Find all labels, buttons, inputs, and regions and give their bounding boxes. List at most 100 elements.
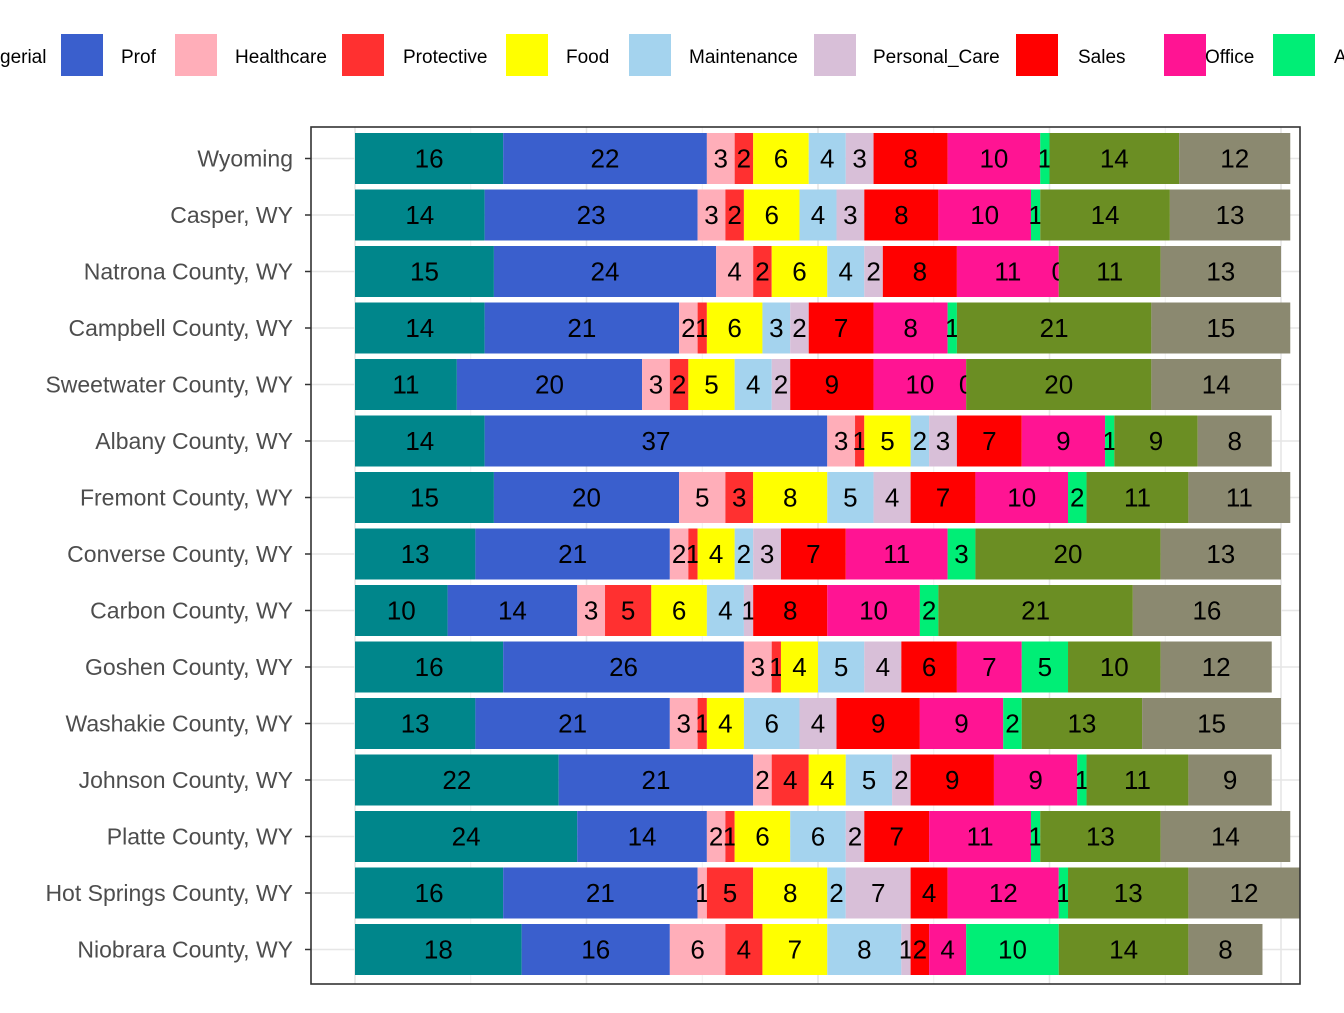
bar-value-label: 5	[704, 370, 718, 400]
bar-value-label: 5	[834, 652, 848, 682]
bar-value-label: 4	[727, 257, 741, 287]
bar-segment	[1179, 133, 1291, 184]
bar-segment	[873, 133, 948, 184]
bar-value-label: 9	[1149, 426, 1163, 456]
bar-segment	[966, 359, 1152, 410]
bar-segment	[1068, 641, 1161, 693]
bar-segment	[355, 585, 448, 636]
bar-value-label: 4	[792, 652, 806, 682]
bar-value-label: 1	[852, 426, 866, 456]
bar-value-label: 2	[672, 539, 686, 569]
bar-row-converse-county-wy: 13 21 2 1 4 2 3 7 11 3 20 13	[355, 528, 1281, 580]
bar-segment	[827, 246, 865, 297]
bar-value-label: 13	[1086, 822, 1115, 852]
bar-value-label: 1	[741, 596, 755, 626]
legend-swatch-healthcare	[175, 34, 217, 76]
bar-segment	[910, 415, 930, 467]
bar-segment	[1068, 867, 1189, 919]
bar-value-label: 4	[922, 878, 936, 908]
bar-value-label: 1	[945, 313, 959, 343]
bar-value-label: 21	[1021, 596, 1050, 626]
bar-value-label: 2	[774, 370, 788, 400]
bar-value-label: 3	[954, 539, 968, 569]
bar-value-label: 16	[581, 935, 610, 965]
bar-segment	[697, 302, 707, 354]
bar-value-label: 11	[1096, 257, 1123, 287]
bar-value-label: 14	[1109, 935, 1138, 965]
legend-swatch-a	[1273, 34, 1315, 76]
bar-value-label: 13	[401, 539, 430, 569]
bar-value-label: 7	[788, 935, 802, 965]
bar-value-label: 21	[558, 709, 587, 739]
bar-value-label: 4	[746, 370, 760, 400]
bar-value-label: 14	[405, 313, 434, 343]
bar-segment	[1030, 811, 1041, 862]
bar-value-label: 15	[410, 257, 439, 287]
bar-value-label: 1	[1075, 765, 1089, 795]
bar-segment	[743, 585, 754, 636]
bar-value-label: 6	[774, 144, 788, 174]
bar-segment	[910, 867, 948, 919]
bar-value-label: 1	[1102, 426, 1116, 456]
bar-segment	[753, 867, 828, 919]
bar-value-label: 10	[979, 144, 1008, 174]
bar-value-label: 9	[1056, 426, 1070, 456]
bar-segment	[1197, 415, 1272, 467]
bar-value-label: 12	[989, 878, 1018, 908]
bar-value-label: 9	[825, 370, 839, 400]
bar-segment	[1086, 472, 1189, 523]
bar-value-label: 10	[970, 200, 999, 230]
bar-segment	[771, 246, 828, 297]
bar-value-label: 8	[894, 200, 908, 230]
bar-segment	[864, 641, 902, 693]
bar-row-albany-county-wy: 14 37 3 1 5 2 3 7 9 1 9 8	[355, 415, 1272, 467]
bar-value-label: 11	[883, 539, 910, 569]
bar-value-label: 21	[586, 878, 615, 908]
bar-segment	[669, 528, 689, 580]
bar-value-label: 6	[764, 709, 778, 739]
bar-value-label: 8	[1218, 935, 1232, 965]
legend-label-healthcare: Healthcare	[235, 47, 327, 68]
bar-segment	[1169, 189, 1291, 241]
bar-segment	[1068, 472, 1087, 523]
bar-value-label: 8	[783, 596, 797, 626]
bar-segment	[697, 698, 707, 749]
bar-value-label: 10	[998, 935, 1027, 965]
bar-segment	[679, 472, 726, 523]
bar-segment	[771, 641, 781, 693]
bar-row-washakie-county-wy: 13 21 3 1 4 6 4 9 9 2 13 15	[355, 698, 1281, 749]
legend-label-food: Food	[566, 47, 609, 68]
bar-value-label: 5	[723, 878, 737, 908]
bar-segment	[827, 415, 856, 467]
legend-label-protective: Protective	[403, 47, 487, 68]
bar-value-label: 18	[424, 935, 453, 965]
bar-value-label: 6	[755, 822, 769, 852]
bar-value-label: 11	[1226, 483, 1253, 513]
bar-segment	[1188, 924, 1263, 975]
bar-segment	[725, 811, 735, 862]
bar-segment	[355, 133, 504, 184]
bar-segment	[1058, 246, 1161, 297]
y-axis-tick-label: Washakie County, WY	[65, 711, 293, 737]
bar-segment	[818, 641, 865, 693]
bar-value-label: 3	[714, 144, 728, 174]
bar-row-sweetwater-county-wy: 11203254291002014	[355, 359, 1281, 410]
bar-value-label: 22	[442, 765, 471, 795]
bar-value-label: 13	[1067, 709, 1096, 739]
bar-value-label: 1	[1028, 200, 1042, 230]
bar-value-label: 5	[621, 596, 635, 626]
bar-segment	[734, 528, 754, 580]
bar-segment	[577, 585, 606, 636]
bar-value-label: 2	[727, 200, 741, 230]
bar-segment	[780, 641, 818, 693]
bar-row-carbon-county-wy: 10 14 3 5 6 4 1 8 10 2 21 16	[355, 585, 1281, 636]
bar-segment	[355, 189, 485, 241]
bar-value-label: 6	[922, 652, 936, 682]
bar-value-label: 5	[1038, 652, 1052, 682]
bar-segment	[901, 641, 957, 693]
bar-value-label: 13	[1216, 200, 1245, 230]
bar-value-label: 3	[936, 426, 950, 456]
bar-segment	[993, 754, 1078, 806]
panel-border	[310, 126, 1301, 985]
legend-swatch-food	[506, 34, 548, 76]
